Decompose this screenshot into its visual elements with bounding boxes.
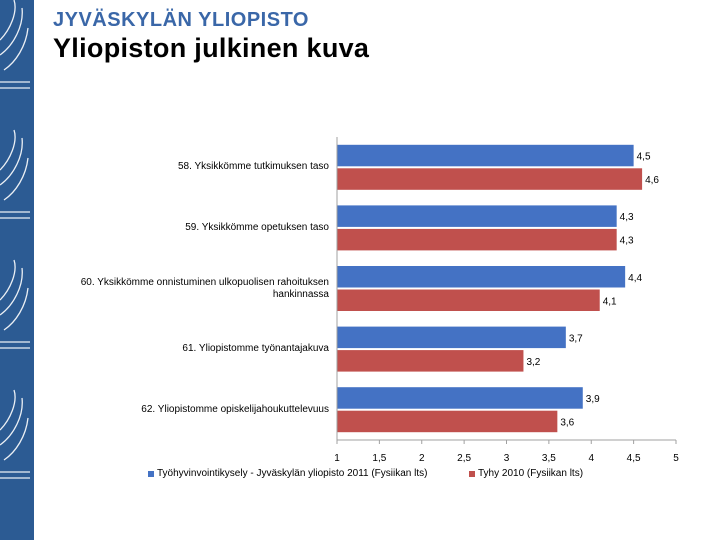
x-tick-label-7: 4,5 — [627, 453, 641, 464]
category-label-1: 58. Yksikkömme tutkimuksen taso — [178, 161, 329, 173]
x-tick-label-2: 2 — [419, 453, 425, 464]
bar-s2-c1 — [337, 168, 643, 190]
category-label-3: 60. Yksikkömme onnistuminen ulkopuolisen… — [80, 276, 329, 300]
data-label-s2-c1: 4,6 — [645, 175, 659, 186]
category-label-4: 61. Yliopistomme työnantajakuva — [182, 343, 329, 355]
bar-s2-c5 — [337, 410, 558, 433]
page-title: Yliopiston julkinen kuva — [53, 33, 370, 63]
data-label-s1-c4: 3,7 — [569, 333, 583, 344]
university-brand: JYVÄSKYLÄN YLIOPISTO — [53, 9, 309, 31]
category-label-2: 59. Yksikkömme opetuksen taso — [185, 221, 329, 233]
data-label-s2-c5: 3,6 — [560, 417, 574, 428]
bar-s1-c1 — [337, 144, 634, 167]
data-label-s1-c1: 4,5 — [637, 152, 651, 163]
university-logo-strip — [0, 0, 34, 540]
data-label-s2-c2: 4,3 — [620, 236, 634, 247]
data-label-s1-c5: 3,9 — [586, 394, 600, 405]
bar-s1-c4 — [337, 326, 566, 349]
legend-swatch-2 — [469, 470, 475, 477]
torch-emblem-pattern — [0, 0, 30, 479]
legend-label-2: Tyhy 2010 (Fysiikan lts) — [478, 468, 584, 479]
legend-swatch-1 — [148, 470, 154, 477]
x-tick-label-0: 1 — [334, 453, 340, 464]
legend-item-2: Tyhy 2010 (Fysiikan lts) — [469, 468, 583, 479]
x-tick-label-8: 5 — [673, 453, 679, 464]
bar-s1-c5 — [337, 387, 583, 409]
bar-s2-c4 — [337, 350, 524, 372]
data-label-s1-c2: 4,3 — [620, 212, 634, 223]
legend-label-1: Työhyvinvointikysely - Jyväskylän yliopi… — [157, 468, 428, 479]
x-tick-label-6: 4 — [588, 453, 594, 464]
bar-s2-c3 — [337, 289, 600, 311]
bar-s1-c3 — [337, 266, 626, 288]
bar-s2-c2 — [337, 228, 617, 251]
category-label-5: 62. Yliopistomme opiskelijahoukuttelevuu… — [141, 403, 329, 415]
legend-item-1: Työhyvinvointikysely - Jyväskylän yliopi… — [148, 468, 427, 479]
x-tick-label-3: 2,5 — [457, 453, 471, 464]
x-tick-label-5: 3,5 — [542, 453, 556, 464]
data-label-s2-c4: 3,2 — [526, 357, 540, 368]
x-tick-label-1: 1,5 — [372, 453, 386, 464]
data-label-s1-c3: 4,4 — [628, 273, 642, 284]
x-tick-label-4: 3 — [504, 453, 510, 464]
bar-s1-c2 — [337, 205, 617, 227]
data-label-s2-c3: 4,1 — [603, 296, 617, 307]
